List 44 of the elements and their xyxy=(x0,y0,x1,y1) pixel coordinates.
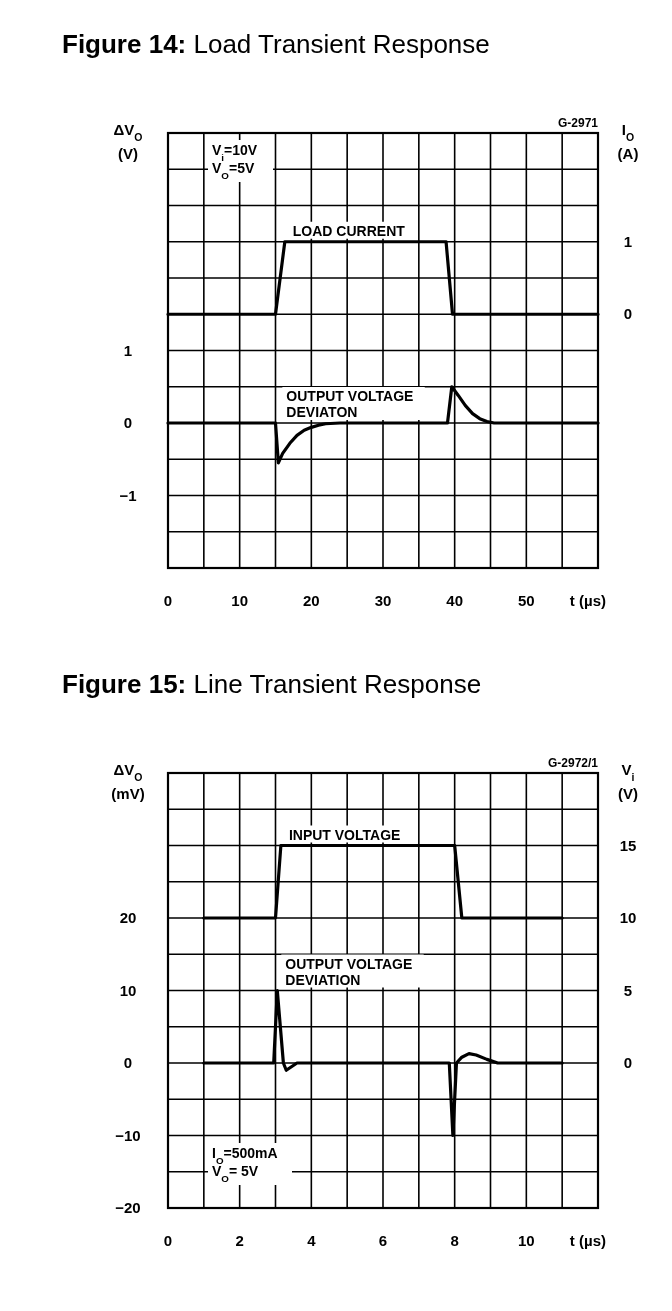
y2-tick-label: 0 xyxy=(623,1054,633,1071)
x-tick-label: 4 xyxy=(307,1232,317,1249)
x-tick-label: 30 xyxy=(374,592,392,609)
text: G-2972/1 xyxy=(547,756,599,770)
x-tick-label: 20 xyxy=(302,592,320,609)
x-tick-label: 0 xyxy=(163,1232,173,1249)
annotation: V$_{i}$=10V xyxy=(212,142,258,163)
y2-tick-label: 15 xyxy=(619,836,637,854)
y-tick-label: −20 xyxy=(115,1199,141,1216)
series-label: INPUT VOLTAGE xyxy=(288,826,401,843)
series-label: OUTPUT VOLTAGE DEVIATON xyxy=(286,388,414,420)
annotation: V$_{O}$=5V xyxy=(212,160,255,181)
series-label: OUTPUT VOLTAGE DEVIATION xyxy=(285,955,413,988)
annotation: V$_{O}$= 5V xyxy=(212,1163,259,1184)
y2-axis-title: V$_{i}$ (V) xyxy=(618,761,638,802)
y-tick-label: 20 xyxy=(119,909,137,926)
y-tick-label: −1 xyxy=(119,486,137,504)
x-tick-label: 50 xyxy=(517,592,535,609)
y2-tick-label: 10 xyxy=(619,909,637,926)
chart-title: Figure 14: Load Transient Response xyxy=(62,29,490,59)
x-tick-label: 40 xyxy=(446,592,464,609)
y-tick-label: 0 xyxy=(123,1054,133,1071)
x-tick-label: 8 xyxy=(450,1232,459,1249)
y-tick-label: 1 xyxy=(123,341,133,359)
x-tick-label: 10 xyxy=(231,592,249,609)
y2-tick-label: 0 xyxy=(623,305,633,323)
x-tick-label: 10 xyxy=(517,1232,535,1249)
x-tick-label: 0 xyxy=(163,592,173,609)
chart-title: Figure 15: Line Transient Response xyxy=(62,669,482,699)
y-axis-title: ΔV$_{O}$ (V) xyxy=(113,121,143,162)
series-label: LOAD CURRENT xyxy=(292,222,406,239)
y2-axis-title: I$_{O}$ (A) xyxy=(617,121,639,162)
y-tick-label: 10 xyxy=(119,981,137,999)
text: G-2971 xyxy=(557,116,599,130)
x-tick-label: 2 xyxy=(235,1232,244,1249)
y2-tick-label: 1 xyxy=(623,232,633,250)
x-axis-title: t (µs) xyxy=(569,592,606,609)
x-tick-label: 6 xyxy=(378,1232,388,1249)
y-axis-title: ΔV$_{O}$ (mV) xyxy=(111,761,145,802)
y-tick-label: 0 xyxy=(123,414,133,431)
y-tick-label: −10 xyxy=(115,1126,141,1144)
x-axis-title: t (µs) xyxy=(569,1232,606,1249)
annotation: I$_{O}$=500mA xyxy=(212,1145,278,1166)
y2-tick-label: 5 xyxy=(623,981,633,999)
